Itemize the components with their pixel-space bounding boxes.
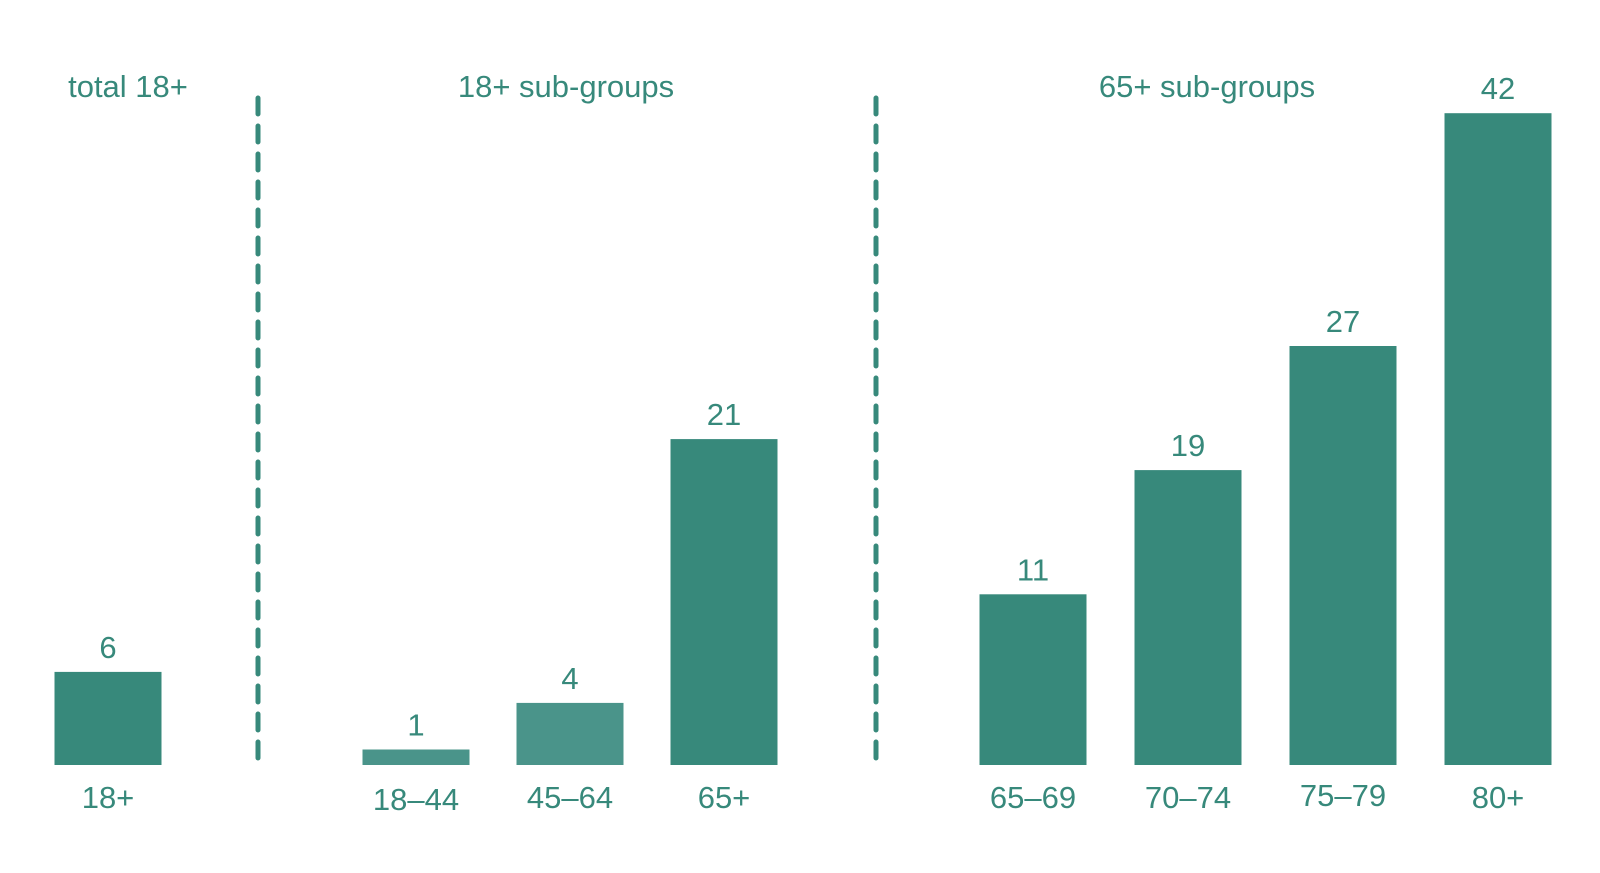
category-label-18–44: 18–44 xyxy=(373,782,459,817)
value-label-80+: 42 xyxy=(1481,71,1515,106)
group-title-total: total 18+ xyxy=(68,69,188,104)
value-label-45–64: 4 xyxy=(561,661,578,696)
bar-65+ xyxy=(670,439,778,765)
value-label-18–44: 1 xyxy=(407,708,424,743)
group-title-65-subgroups: 65+ sub-groups xyxy=(1099,69,1315,104)
bar-70–74 xyxy=(1134,470,1242,765)
category-label-18+: 18+ xyxy=(82,780,135,815)
group-title-18-subgroups: 18+ sub-groups xyxy=(458,69,674,104)
category-label-75–79: 75–79 xyxy=(1300,778,1386,813)
value-label-65–69: 11 xyxy=(1017,552,1049,587)
category-label-70–74: 70–74 xyxy=(1145,780,1231,815)
category-label-45–64: 45–64 xyxy=(527,780,613,815)
bar-65–69 xyxy=(979,594,1087,765)
bar-18+ xyxy=(54,671,162,765)
bars-layer: 6 18+ 1 18–44 4 45–64 21 65+ 11 65–69 19 70–74 27 75–… xyxy=(54,71,1552,817)
bar-45–64 xyxy=(516,702,624,765)
value-label-75–79: 27 xyxy=(1326,304,1360,339)
value-label-70–74: 19 xyxy=(1171,428,1205,463)
value-label-65+: 21 xyxy=(707,397,741,432)
bar-75–79 xyxy=(1289,346,1397,765)
category-label-65+: 65+ xyxy=(698,780,751,815)
value-label-18+: 6 xyxy=(99,630,116,665)
bar-80+ xyxy=(1444,113,1552,765)
bar-18–44 xyxy=(362,749,470,765)
category-label-65–69: 65–69 xyxy=(990,780,1076,815)
category-label-80+: 80+ xyxy=(1472,780,1525,815)
